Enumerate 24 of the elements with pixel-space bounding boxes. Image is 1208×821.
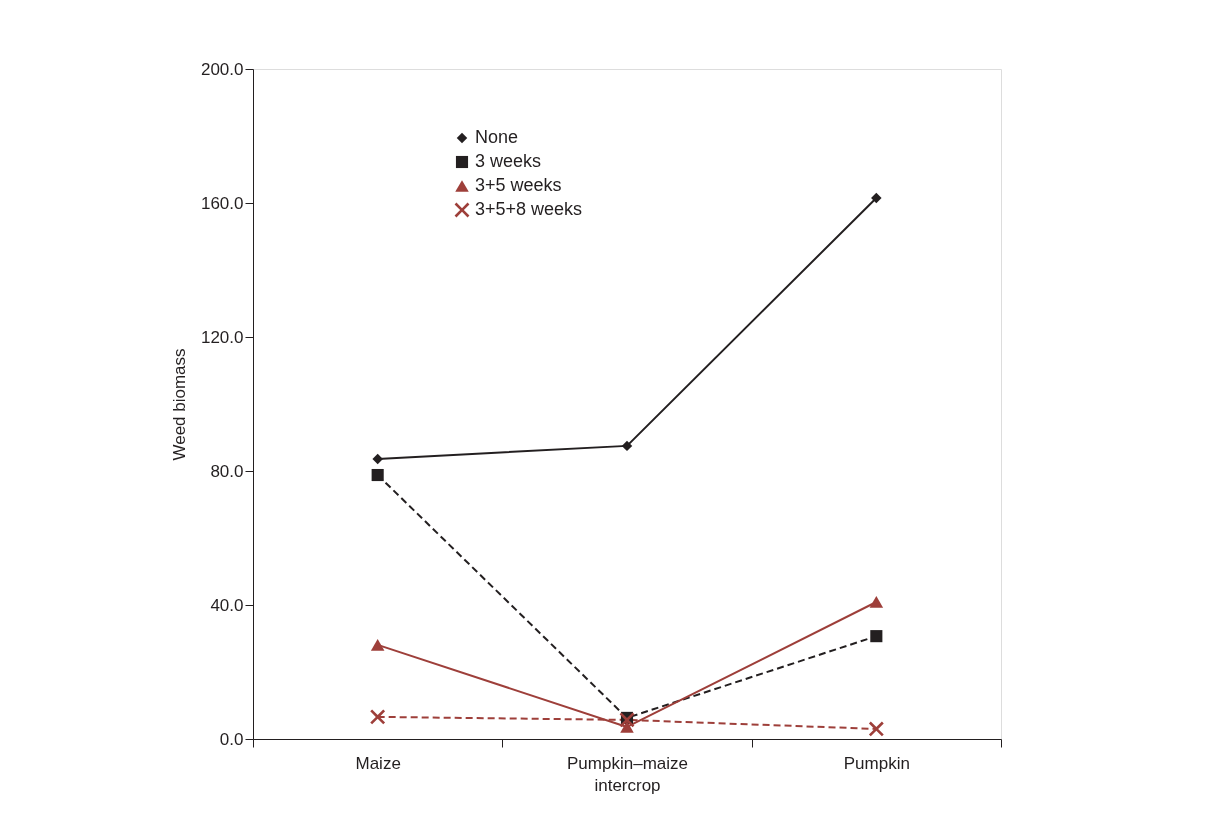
y-tick-label: 160.0 [200, 193, 244, 213]
x-tick-label: Pumpkin [843, 753, 910, 773]
y-tick-label: 120.0 [200, 327, 244, 347]
point [370, 709, 386, 725]
point [621, 440, 633, 452]
point [869, 596, 884, 608]
x-tick-label: Maize [355, 753, 401, 773]
y-tick-label: 200.0 [200, 59, 244, 79]
legend-label: 3+5+8 weeks [475, 199, 583, 219]
legend-label: 3+5 weeks [475, 175, 562, 195]
point [372, 453, 383, 465]
point [868, 721, 884, 737]
y-tick-label: 0.0 [219, 729, 244, 749]
y-axis-title: Weed biomass [169, 348, 189, 461]
point [620, 721, 634, 733]
y-tick-label: 40.0 [210, 595, 244, 615]
x-tick-label: Pumpkin–maize intercrop [567, 753, 688, 795]
point [371, 468, 384, 482]
point [370, 639, 385, 651]
y-tick-label: 80.0 [210, 461, 244, 481]
legend-label: 3 weeks [475, 151, 542, 171]
legend-label: None [475, 127, 519, 147]
point [870, 630, 883, 643]
point [871, 192, 882, 204]
